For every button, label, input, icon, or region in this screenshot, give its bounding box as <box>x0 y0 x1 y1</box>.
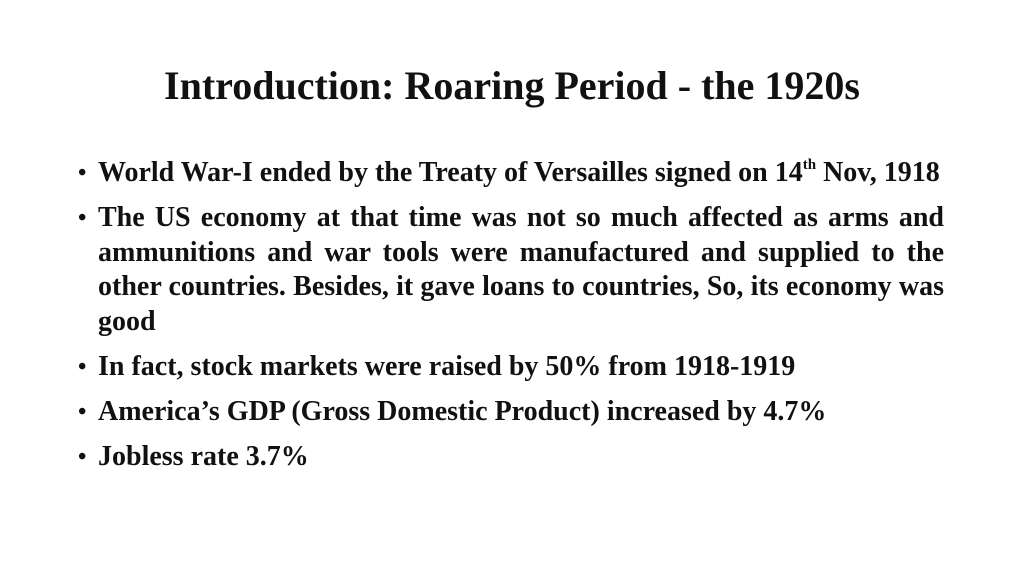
bullet-icon: • <box>78 353 87 380</box>
bullet-item: • World War-I ended by the Treaty of Ver… <box>78 156 944 191</box>
slide-title: Introduction: Roaring Period - the 1920s <box>164 63 860 108</box>
bullet-item: • America’s GDP (Gross Domestic Product)… <box>78 395 944 430</box>
bullet-icon: • <box>78 160 87 186</box>
bullet-item: • The US economy at that time was not so… <box>78 201 944 339</box>
bullet-superscript: th <box>802 156 817 173</box>
bullet-icon: • <box>78 205 87 231</box>
bullet-text: America’s GDP (Gross Domestic Product) i… <box>98 395 827 427</box>
bullet-icon: • <box>78 443 87 470</box>
bullet-item: • In fact, stock markets were raised by … <box>78 350 944 385</box>
bullet-text: Jobless rate 3.7% <box>98 440 309 472</box>
bullet-icon: • <box>78 398 87 425</box>
bullet-item: • Jobless rate 3.7% <box>78 440 944 475</box>
bullet-text: World War-I ended by the Treaty of Versa… <box>98 157 940 188</box>
bullet-text-main: World War-I ended by the Treaty of Versa… <box>98 157 803 188</box>
bullet-list: • World War-I ended by the Treaty of Ver… <box>78 156 944 485</box>
bullet-text-after: Nov, 1918 <box>816 157 940 188</box>
bullet-text: The US economy at that time was not so m… <box>98 202 944 337</box>
bullet-text: In fact, stock markets were raised by 50… <box>98 350 796 382</box>
